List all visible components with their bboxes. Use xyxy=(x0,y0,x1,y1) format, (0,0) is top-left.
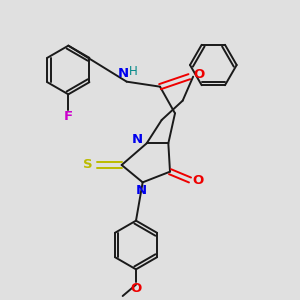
Text: N: N xyxy=(132,134,143,146)
Text: O: O xyxy=(193,173,204,187)
Text: O: O xyxy=(193,68,204,82)
Text: O: O xyxy=(130,282,142,295)
Text: S: S xyxy=(82,158,92,172)
Text: N: N xyxy=(135,184,147,197)
Text: H: H xyxy=(129,65,138,78)
Text: F: F xyxy=(64,110,73,123)
Text: N: N xyxy=(118,67,129,80)
